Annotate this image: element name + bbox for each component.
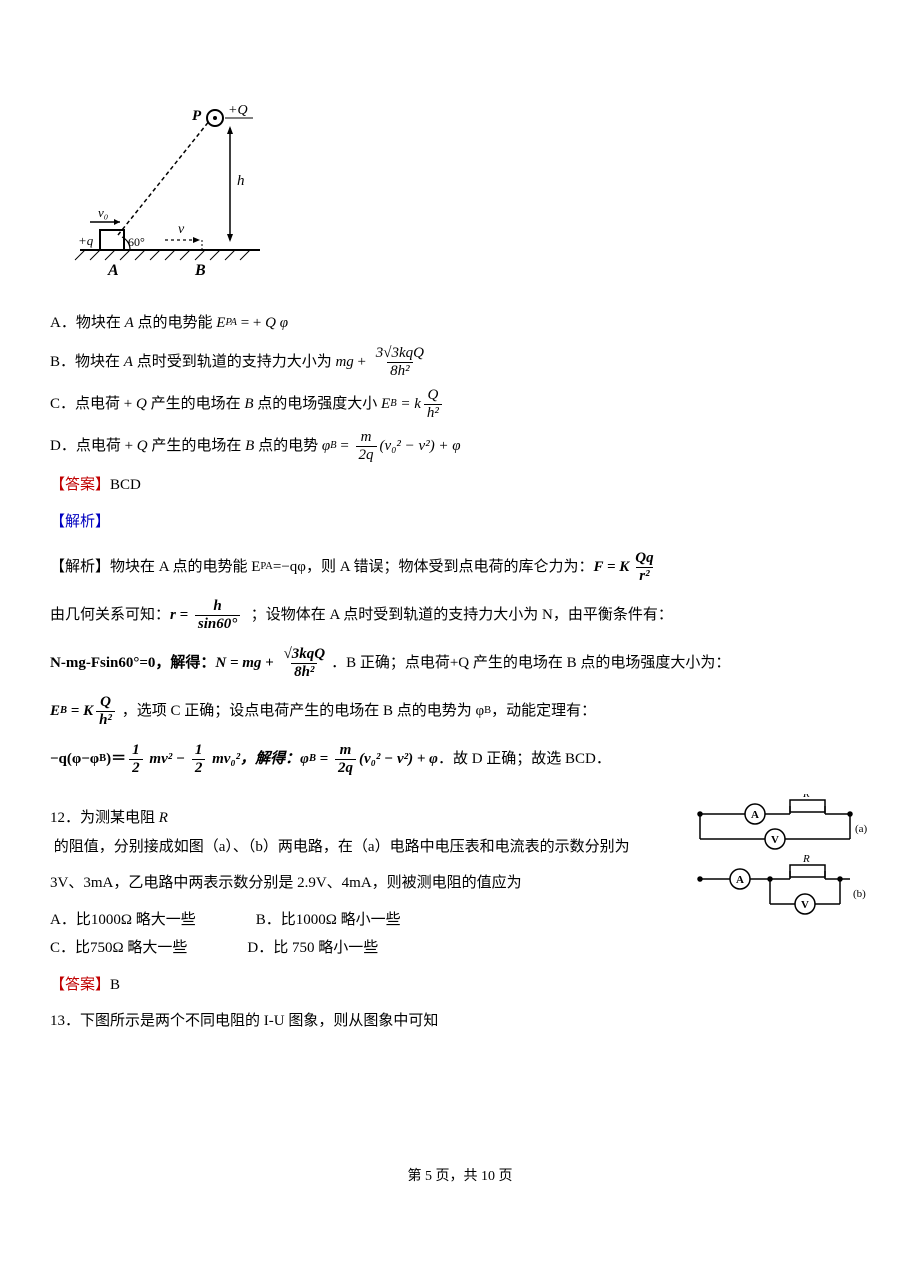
option-c: C．点电荷 + Q 产生的电场在 B 点的电场强度大小 EB = k Qh²	[50, 387, 870, 421]
svg-text:V: V	[771, 834, 779, 846]
question-12: A V R (a)	[50, 804, 870, 1044]
page-footer: 第 5 页，共 10 页	[50, 1164, 870, 1191]
svg-text:(a): (a)	[855, 823, 868, 835]
physics-diagram: v₀ +q 60° P +Q h v A B	[70, 100, 870, 291]
explanation-3: N-mg-Fsin60°=0，解得：N = mg + √3kqQ8h² ．B 正…	[50, 646, 870, 680]
svg-text:A: A	[751, 809, 759, 821]
option-b: B．物块在 A 点时受到轨道的支持力大小为 mg + 3√3kqQ8h²	[50, 345, 870, 379]
svg-text:R: R	[802, 794, 810, 800]
q12-option-c: C．比750Ω 略大一些	[50, 934, 187, 963]
option-a: A．物块在 A 点的电势能 EPA = + Q φ	[50, 309, 870, 338]
angle-label: 60°	[128, 235, 145, 249]
circuit-diagrams: A V R (a)	[690, 794, 870, 945]
svg-text:(b): (b)	[853, 888, 866, 900]
B-label: B	[194, 262, 206, 279]
explanation-4: EB = K Qh² ，选项 C 正确；设点电荷产生的电场在 B 点的电势为 φ…	[50, 694, 870, 728]
answer-12: 【答案】B	[50, 971, 870, 1000]
explanation-2: 由几何关系可知：r = hsin60° ；设物体在 A 点时受到轨道的支持力大小…	[50, 598, 870, 632]
analysis-label: 【解析】	[50, 508, 870, 537]
svg-text:A: A	[736, 874, 744, 886]
explanation-5: −q(φ−φB)＝ 12 mv² − 12 mv₀²，解得： φB = m2q …	[50, 742, 870, 776]
q12-option-d: D．比 750 略小一些	[247, 934, 378, 963]
svg-text:R: R	[802, 853, 810, 865]
svg-text:V: V	[801, 899, 809, 911]
question-13: 13．下图所示是两个不同电阻的 I-U 图象，则从图象中可知	[50, 1007, 870, 1036]
A-label: A	[107, 262, 119, 279]
option-d: D．点电荷 + Q 产生的电场在 B 点的电势 φB = m2q (v₀² − …	[50, 429, 870, 463]
explanation-1: 【解析】物块在 A 点的电势能 EPA=−qφ，则 A 错误；物体受到点电荷的库…	[50, 550, 870, 584]
P-label: P	[192, 108, 202, 124]
v0-label: v₀	[98, 205, 108, 220]
q12-option-a: A．比1000Ω 略大一些	[50, 906, 196, 935]
q-label: +q	[78, 233, 94, 248]
h-label: h	[237, 173, 245, 189]
q12-option-b: B．比1000Ω 略小一些	[256, 906, 401, 935]
Q-label: +Q	[228, 103, 248, 118]
answer-11: 【答案】BCD	[50, 471, 870, 500]
v-label: v	[178, 222, 185, 237]
